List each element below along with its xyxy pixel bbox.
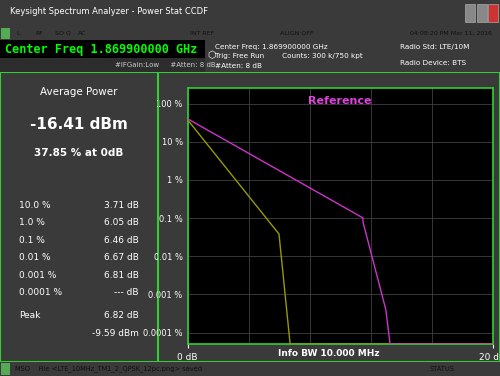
Text: Center Freq 1.869900000 GHz: Center Freq 1.869900000 GHz <box>5 43 198 56</box>
Bar <box>0 40 205 58</box>
Text: Trig: Free Run        Counts: 300 k/750 kpt: Trig: Free Run Counts: 300 k/750 kpt <box>215 53 363 59</box>
Text: Reference: Reference <box>308 96 372 106</box>
Bar <box>1 28 10 39</box>
Text: Center Freq: 1.869900000 GHz: Center Freq: 1.869900000 GHz <box>215 44 328 50</box>
Text: -9.59 dBm: -9.59 dBm <box>92 329 138 338</box>
Text: --- dB: --- dB <box>114 288 138 297</box>
Text: L: L <box>16 31 20 36</box>
Text: 10.0 %: 10.0 % <box>19 201 50 210</box>
Text: 6.82 dB: 6.82 dB <box>104 311 138 320</box>
Text: 0.0001 %: 0.0001 % <box>19 288 62 297</box>
Text: MSO    File <LTE_10MHz_TM1_2_QPSK_12pc.png> saved: MSO File <LTE_10MHz_TM1_2_QPSK_12pc.png>… <box>15 366 202 372</box>
FancyBboxPatch shape <box>465 4 475 23</box>
Text: 6.81 dB: 6.81 dB <box>104 271 138 280</box>
Text: 1.0 %: 1.0 % <box>19 218 45 227</box>
Text: 37.85 % at 0dB: 37.85 % at 0dB <box>34 149 124 158</box>
Bar <box>1 364 10 374</box>
Text: 6.67 dB: 6.67 dB <box>104 253 138 262</box>
Text: ⬡: ⬡ <box>208 51 216 61</box>
Text: 0.1 %: 0.1 % <box>19 236 45 245</box>
Text: 0.001 %: 0.001 % <box>19 271 57 280</box>
Bar <box>0 58 205 72</box>
Text: AC: AC <box>78 31 86 36</box>
Text: 04:08:20 PM Mar 11, 2016: 04:08:20 PM Mar 11, 2016 <box>410 31 492 36</box>
Text: INT REF: INT REF <box>190 31 214 36</box>
Text: #Atten: 8 dB: #Atten: 8 dB <box>215 64 262 70</box>
Text: 6.05 dB: 6.05 dB <box>104 218 138 227</box>
Text: Info BW 10.000 MHz: Info BW 10.000 MHz <box>278 349 380 358</box>
Text: Radio Std: LTE/10M: Radio Std: LTE/10M <box>400 44 469 50</box>
Text: RF: RF <box>35 31 43 36</box>
Text: SO Q: SO Q <box>55 31 71 36</box>
Text: 0.01 %: 0.01 % <box>19 253 50 262</box>
Text: ALIGN OFF: ALIGN OFF <box>280 31 314 36</box>
Text: 6.46 dB: 6.46 dB <box>104 236 138 245</box>
FancyBboxPatch shape <box>476 4 486 23</box>
Text: 3.71 dB: 3.71 dB <box>104 201 138 210</box>
Text: Keysight Spectrum Analyzer - Power Stat CCDF: Keysight Spectrum Analyzer - Power Stat … <box>10 8 208 16</box>
Text: Average Power: Average Power <box>40 88 117 97</box>
Text: -16.41 dBm: -16.41 dBm <box>30 117 128 132</box>
Text: Peak: Peak <box>19 311 40 320</box>
FancyBboxPatch shape <box>488 4 498 23</box>
Text: Radio Device: BTS: Radio Device: BTS <box>400 60 466 66</box>
Text: STATUS: STATUS <box>430 366 455 372</box>
Text: #IFGain:Low     #Atten: 8 dB: #IFGain:Low #Atten: 8 dB <box>115 62 216 68</box>
